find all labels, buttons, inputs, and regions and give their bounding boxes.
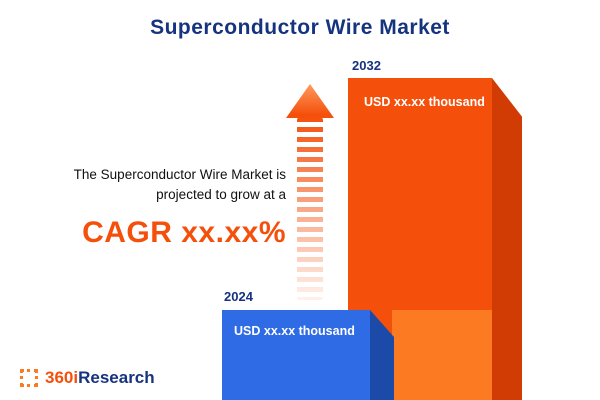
bar-2024-year-label: 2024 xyxy=(224,289,253,304)
logo-dotted-square-icon xyxy=(20,369,38,387)
bar-2032-side-face xyxy=(492,78,522,400)
logo-text-research: Research xyxy=(78,368,155,387)
cagr-text: CAGR xx.xx% xyxy=(82,216,286,250)
bar-2032-highlight xyxy=(392,310,492,400)
bar-2032-value-label: USD xx.xx thousand xyxy=(364,95,485,109)
annotation-block: The Superconductor Wire Market is projec… xyxy=(14,165,286,250)
growth-arrow-striped-body-icon xyxy=(297,117,323,300)
page-title: Superconductor Wire Market xyxy=(150,16,450,39)
logo-text: 360iResearch xyxy=(45,368,155,388)
annotation-line-2: projected to grow at a xyxy=(156,186,286,202)
bar-2024-value-label: USD xx.xx thousand xyxy=(234,324,355,338)
annotation-line-1: The Superconductor Wire Market is xyxy=(73,167,286,182)
logo-text-360i: 360i xyxy=(45,368,79,387)
bar-2024 xyxy=(222,310,370,400)
growth-arrow-head-icon xyxy=(286,84,334,118)
brand-logo: 360iResearch xyxy=(20,368,155,388)
bar-2032-year-label: 2032 xyxy=(352,58,381,73)
